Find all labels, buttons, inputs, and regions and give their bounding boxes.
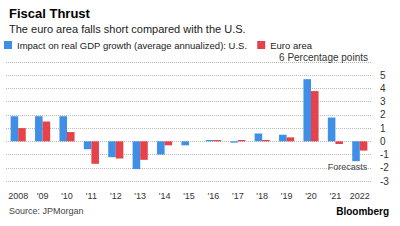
svg-text:-3: -3 <box>380 176 389 187</box>
svg-text:-2: -2 <box>380 162 389 173</box>
svg-text:'09: '09 <box>37 191 49 201</box>
svg-text:'12: '12 <box>110 191 122 201</box>
svg-text:4: 4 <box>380 83 386 94</box>
svg-text:6 Percentage points: 6 Percentage points <box>279 52 368 63</box>
svg-text:Bloomberg: Bloomberg <box>336 206 389 217</box>
svg-text:'14: '14 <box>159 191 171 201</box>
svg-text:-1: -1 <box>380 149 389 160</box>
svg-text:The euro area falls short comp: The euro area falls short compared with … <box>9 23 246 35</box>
svg-text:'10: '10 <box>61 191 73 201</box>
svg-text:'13: '13 <box>134 191 146 201</box>
svg-text:'19: '19 <box>281 191 293 201</box>
svg-text:2022: 2022 <box>350 191 370 201</box>
svg-text:5: 5 <box>380 70 386 81</box>
svg-text:0: 0 <box>380 136 386 147</box>
svg-text:Euro area: Euro area <box>270 40 312 51</box>
svg-text:'21: '21 <box>330 191 342 201</box>
svg-text:'18: '18 <box>256 191 268 201</box>
svg-text:1: 1 <box>380 123 386 134</box>
svg-text:3: 3 <box>380 96 386 107</box>
svg-text:'16: '16 <box>208 191 220 201</box>
svg-text:'11: '11 <box>86 191 97 201</box>
svg-text:Forecasts: Forecasts <box>328 162 368 172</box>
svg-text:'20: '20 <box>305 191 317 201</box>
svg-text:'15: '15 <box>183 191 195 201</box>
svg-text:Fiscal Thrust: Fiscal Thrust <box>9 6 91 21</box>
svg-text:2: 2 <box>380 109 386 120</box>
svg-text:Impact on real GDP growth (ave: Impact on real GDP growth (average annua… <box>17 40 247 51</box>
svg-text:Source: JPMorgan: Source: JPMorgan <box>9 206 84 216</box>
svg-text:2008: 2008 <box>8 191 28 201</box>
svg-text:'17: '17 <box>232 191 244 201</box>
